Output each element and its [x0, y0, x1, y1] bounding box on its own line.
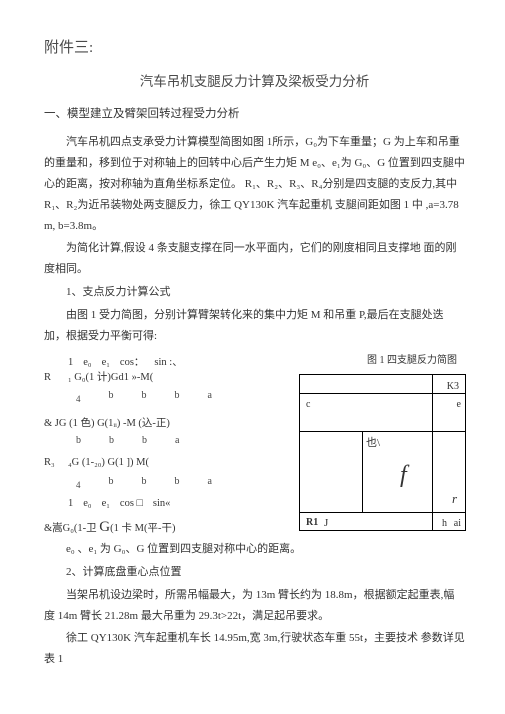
formulas-and-diagram: 1 e₀ e₁ cos： sin :、 R ₁ G₀(1 计)Gd1 »-M( …: [44, 351, 465, 539]
formula-r3: R₃ ₄G (1-₂₀) G(1 ]) M(: [44, 455, 289, 472]
s3-a: a: [208, 474, 212, 490]
paragraph-5: e₀ 、e₁ 为 G₀、G 位置到四支腿对称中心的距离。: [44, 539, 465, 560]
s-b1: b: [109, 388, 114, 404]
hline-1: [300, 393, 465, 394]
r4-e0: e₀: [83, 496, 91, 513]
r3-lead: R₃: [44, 455, 58, 472]
r1-body: ₁ G₀(1 计)Gd1 »-M(: [68, 370, 153, 387]
r4-body-a: &嵩G₀(1-卫: [44, 523, 99, 534]
r4-body-b: (1 卡 M(平-干): [110, 523, 175, 534]
s-b2: b: [142, 388, 147, 404]
s3-b2: b: [142, 474, 147, 490]
lbl-f: f: [400, 453, 407, 499]
attachment-heading: 附件三:: [44, 34, 465, 63]
r3-4: 4: [76, 478, 81, 494]
formula-r1-sub: 4 b b b a: [76, 388, 289, 404]
s2-b2: b: [109, 433, 114, 449]
r4-1: 1: [68, 496, 73, 513]
hline-2: [300, 431, 465, 432]
r3-body: ₄G (1-₂₀) G(1 ]) M(: [68, 455, 149, 472]
paragraph-3: 1、支点反力计算公式: [44, 282, 465, 303]
lbl-R1: R1: [306, 513, 318, 531]
formula-r4-top: 1 e₀ e₁ cos □ sin«: [44, 496, 289, 513]
s2-a: a: [175, 433, 179, 449]
page-title: 汽车吊机支腿反力计算及梁板受力分析: [44, 69, 465, 95]
s2-b1: b: [76, 433, 81, 449]
page: 附件三: 汽车吊机支腿反力计算及梁板受力分析 一、模型建立及臂架回转过程受力分析…: [0, 0, 505, 692]
s-a: a: [208, 388, 212, 404]
figure-1-caption: 图 1 四支腿反力简图: [299, 351, 465, 370]
r1-R: R: [44, 370, 58, 387]
figure-1: 图 1 四支腿反力简图 K3 c e 也\ f r R1 J h ai: [299, 351, 465, 531]
s3-b1: b: [109, 474, 114, 490]
paragraph-8: 徐工 QY130K 汽车起重机车长 14.95m,宽 3m,行驶状态车重 55t…: [44, 628, 465, 670]
lbl-h: h: [442, 514, 447, 531]
formula-r2: & JG (1 色) G(1ᵢᵢ) -M (込-正): [44, 416, 289, 433]
paragraph-6: 2、计算底盘重心点位置: [44, 562, 465, 583]
formula-block: 1 e₀ e₁ cos： sin :、 R ₁ G₀(1 计)Gd1 »-M( …: [44, 351, 289, 539]
r4-e1: e₁: [102, 496, 110, 513]
s-b3: b: [175, 388, 180, 404]
r4-cos: cos □: [120, 496, 143, 513]
section-heading-1: 一、模型建立及臂架回转过程受力分析: [44, 104, 465, 126]
paragraph-2: 为简化计算,假设 4 条支腿支撑在同一水平面内，它们的刚度相同且支撑地 面的刚度…: [44, 238, 465, 280]
s3-b3: b: [175, 474, 180, 490]
paragraph-1: 汽车吊机四点支承受力计算模型简图如图 1所示，G₀为下车重量；G 为上车和吊重的…: [44, 132, 465, 236]
r4-sin: sin«: [153, 496, 171, 513]
lbl-e: e: [457, 395, 461, 414]
formula-r1: R ₁ G₀(1 计)Gd1 »-M(: [44, 370, 289, 387]
s2-b3: b: [142, 433, 147, 449]
paragraph-4: 由图 1 受力简图，分别计算臂架转化来的集中力矩 M 和吊重 P,最后在支腿处迭…: [44, 305, 465, 347]
formula-r4: &嵩G₀(1-卫 G(1 卡 M(平-干): [44, 515, 289, 539]
lbl-ul: 也\: [366, 433, 380, 454]
formula-r2-sub: b b b a: [76, 433, 289, 449]
vline-1: [432, 375, 433, 530]
paragraph-7: 当架吊机设边梁时，所需吊幅最大，为 13m 臂长约为 18.8m，根据额定起重表…: [44, 585, 465, 627]
lbl-J: J: [324, 513, 328, 531]
r4-bigG: G: [99, 519, 110, 535]
lbl-k3: K3: [447, 377, 459, 396]
r1-sin: sin :、: [154, 355, 182, 372]
lbl-c: c: [306, 395, 310, 414]
lbl-ai: ai: [454, 514, 461, 531]
lbl-r: r: [452, 487, 457, 512]
vline-2: [362, 431, 363, 513]
formula-r3-sub: 4 b b b a: [76, 474, 289, 490]
figure-1-box: K3 c e 也\ f r R1 J h ai: [299, 374, 466, 531]
r1-4: 4: [76, 392, 81, 408]
